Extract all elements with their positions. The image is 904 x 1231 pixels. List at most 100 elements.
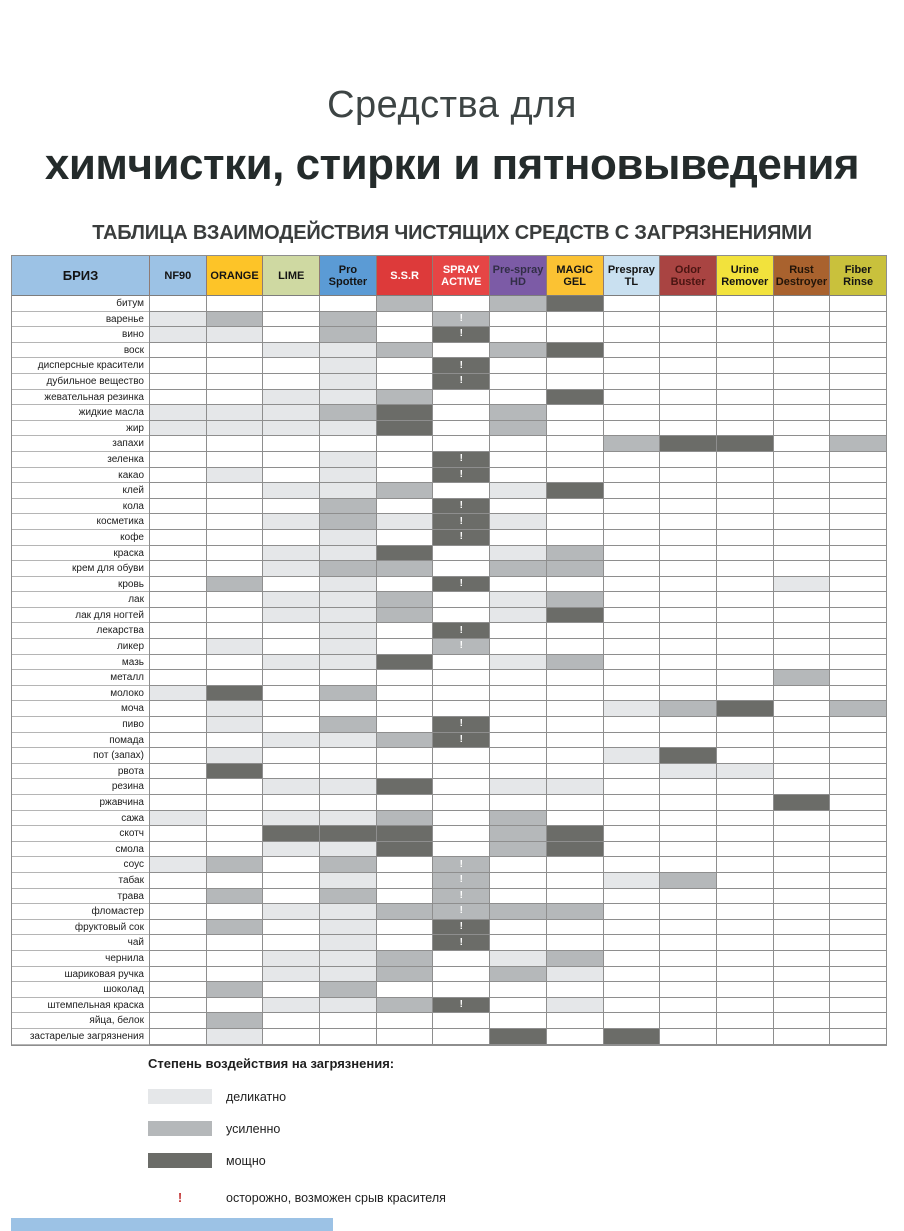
stain-cell <box>659 997 716 1014</box>
stain-cell <box>149 810 206 827</box>
stain-cell <box>715 1028 773 1045</box>
stain-cell <box>829 623 886 640</box>
stain-cell <box>715 810 773 827</box>
stain-cell <box>772 389 830 406</box>
stain-cell <box>545 826 603 842</box>
stain-cell <box>602 732 660 749</box>
stain-cell <box>149 654 206 671</box>
stain-cell <box>772 935 830 951</box>
stain-cell <box>659 826 716 842</box>
stain-cell <box>545 529 603 546</box>
stain-cell <box>829 592 886 608</box>
stain-cell <box>489 919 546 936</box>
stain-cell <box>375 311 433 328</box>
stain-cell: ! <box>432 857 490 873</box>
stain-cell <box>262 1013 320 1029</box>
stain-cell <box>829 779 886 795</box>
stain-cell <box>772 717 830 733</box>
stain-cell <box>602 420 660 437</box>
row-label: дубильное вещество <box>12 373 149 390</box>
stain-cell <box>602 467 660 484</box>
stain-cell <box>829 436 886 452</box>
stain-cell <box>715 904 773 920</box>
legend-item-label: мощно <box>226 1153 266 1168</box>
stain-cell <box>602 436 660 452</box>
stain-cell <box>319 592 376 608</box>
stain-cell <box>829 810 886 827</box>
stain-cell <box>715 373 773 390</box>
stain-cell <box>602 311 660 328</box>
stain-cell <box>659 1013 716 1029</box>
stain-cell <box>659 810 716 827</box>
stain-cell <box>829 748 886 764</box>
stain-cell <box>659 498 716 515</box>
stain-cell <box>375 607 433 624</box>
row-label: соус <box>12 857 149 873</box>
stain-cell <box>149 795 206 811</box>
stain-cell <box>489 311 546 328</box>
stain-cell <box>205 701 263 718</box>
stain-cell <box>262 888 320 905</box>
stain-cell <box>659 982 716 998</box>
stain-cell <box>772 592 830 608</box>
stain-cell <box>205 607 263 624</box>
stain-cell <box>375 685 433 702</box>
stain-cell <box>432 795 490 811</box>
stain-cell <box>149 717 206 733</box>
stain-cell <box>432 950 490 967</box>
stain-cell <box>375 950 433 967</box>
stain-cell <box>659 561 716 577</box>
legend-warning-item: ! осторожно, возможен срыв красителя <box>148 1190 446 1205</box>
stain-cell <box>205 966 263 983</box>
stain-cell <box>659 1028 716 1045</box>
stain-cell <box>489 810 546 827</box>
stain-cell <box>319 342 376 359</box>
stain-cell <box>149 373 206 390</box>
stain-cell <box>715 576 773 593</box>
stain-cell <box>829 935 886 951</box>
legend: Степень воздействия на загрязнения: дели… <box>148 1056 446 1222</box>
stain-cell <box>205 467 263 484</box>
row-label: ликер <box>12 639 149 655</box>
stain-cell <box>772 904 830 920</box>
stain-cell <box>602 982 660 998</box>
stain-cell <box>829 327 886 343</box>
stain-cell <box>319 935 376 951</box>
stain-cell <box>319 888 376 905</box>
stain-cell <box>772 982 830 998</box>
stain-cell <box>545 607 603 624</box>
stain-cell <box>319 373 376 390</box>
stain-cell <box>489 795 546 811</box>
stain-cell <box>715 592 773 608</box>
stain-cell <box>489 872 546 889</box>
stain-cell <box>375 841 433 858</box>
stain-cell: ! <box>432 919 490 936</box>
stain-cell <box>659 358 716 374</box>
stain-cell <box>829 966 886 983</box>
stain-cell <box>659 639 716 655</box>
stain-cell <box>375 1028 433 1045</box>
stain-cell <box>319 607 376 624</box>
stain-cell <box>715 451 773 468</box>
stain-cell <box>432 748 490 764</box>
stain-cell <box>829 389 886 406</box>
stain-cell <box>489 467 546 484</box>
stain-cell <box>432 1028 490 1045</box>
stain-cell <box>545 966 603 983</box>
stain-cell <box>262 389 320 406</box>
stain-cell <box>545 358 603 374</box>
stain-cell <box>149 436 206 452</box>
stain-cell <box>772 841 830 858</box>
stain-cell <box>262 436 320 452</box>
stain-cell <box>545 919 603 936</box>
stain-cell <box>262 467 320 484</box>
legend-item: мощно <box>148 1153 446 1168</box>
stain-cell <box>262 997 320 1014</box>
stain-cell <box>149 935 206 951</box>
stain-cell <box>715 795 773 811</box>
stain-cell: ! <box>432 732 490 749</box>
stain-cell <box>772 997 830 1014</box>
stain-cell <box>829 358 886 374</box>
stain-cell <box>262 685 320 702</box>
stain-cell <box>205 545 263 562</box>
